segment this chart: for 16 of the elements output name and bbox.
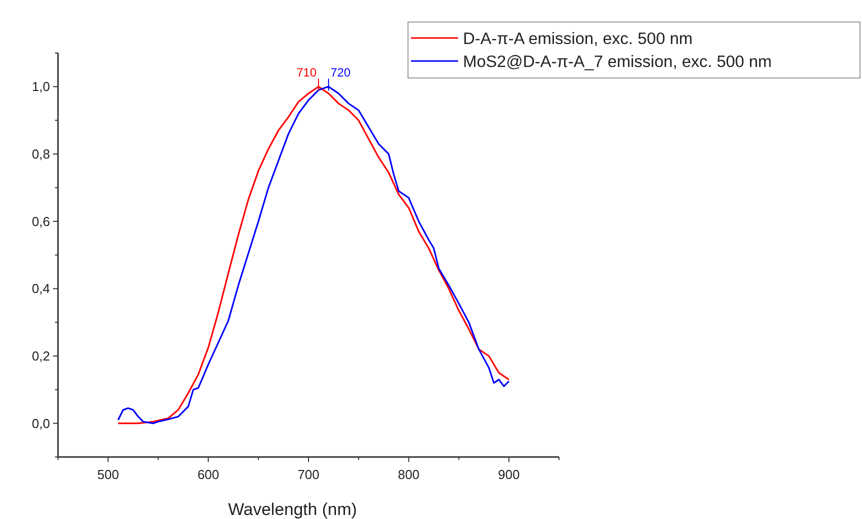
y-tick-label: 1,0 <box>32 79 50 94</box>
x-tick-label: 500 <box>97 467 119 482</box>
y-tick-label: 0,4 <box>32 281 50 296</box>
legend-label: D-A-π-A emission, exc. 500 nm <box>463 30 693 48</box>
x-tick-label: 700 <box>298 467 320 482</box>
y-tick-label: 0,8 <box>32 146 50 162</box>
y-tick-label: 0,0 <box>32 416 50 431</box>
y-tick-label: 0,2 <box>32 348 50 364</box>
x-axis-title: Wavelength (nm) <box>228 500 357 519</box>
y-tick-label: 0,6 <box>32 214 50 229</box>
x-tick-label: 600 <box>197 467 220 482</box>
x-tick-label: 900 <box>498 467 520 482</box>
annotation: 720 <box>330 66 351 80</box>
annotation: 710 <box>296 66 317 80</box>
x-tick-label: 800 <box>398 467 420 482</box>
legend-label: MoS2@D-A-π-A_7 emission, exc. 500 nm <box>463 53 772 71</box>
